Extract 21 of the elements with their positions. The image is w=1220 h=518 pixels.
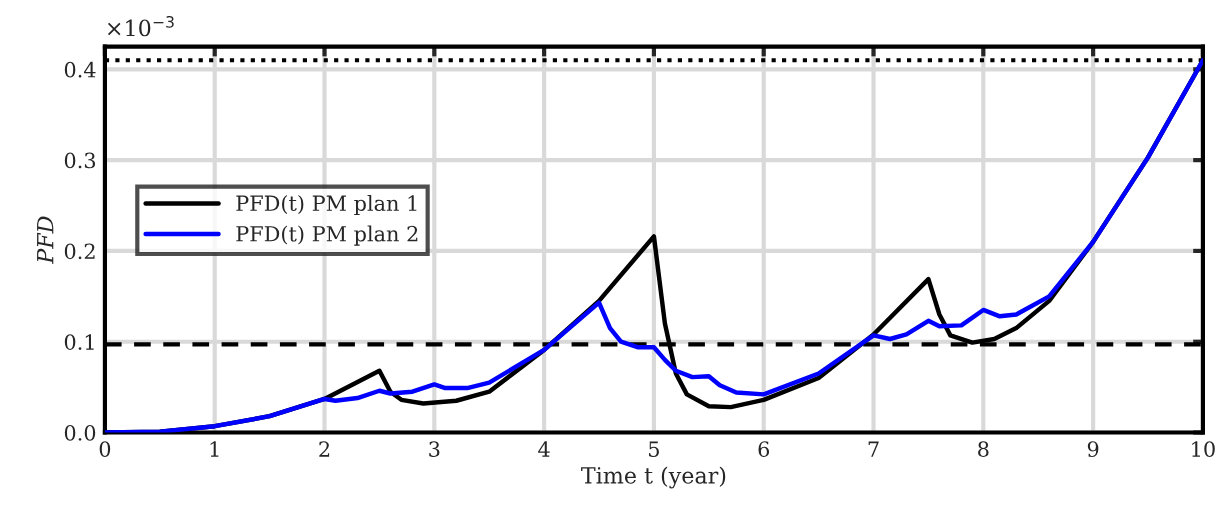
x-tick-label: 9 (1087, 441, 1099, 457)
y-tick-label: 0.3 (64, 152, 96, 169)
y-tick-label: 0.1 (64, 334, 94, 350)
y-tick-label: 0.2 (64, 243, 95, 260)
x-tick-label: 7 (868, 441, 879, 457)
legend-label: PFD(t) PM plan 2 (236, 225, 418, 246)
legend-label: PFD(t) PM plan 1 (236, 194, 417, 216)
y-tick-label: 0.4 (64, 61, 96, 78)
x-tick-label: 5 (649, 441, 659, 457)
x-tick-label: 1 (210, 441, 219, 457)
text: ×10$^{−3}$ (107, 15, 174, 37)
x-tick-label: 4 (538, 441, 550, 457)
x-tick-label: 2 (319, 441, 330, 457)
y-axis-title: PFD (37, 216, 54, 265)
x-tick-label: 10 (1192, 441, 1215, 457)
x-tick-label: 8 (978, 441, 989, 457)
y-tick-label: 0.0 (64, 424, 96, 441)
x-tick-label: 6 (758, 441, 770, 457)
x-tick-label: 0 (99, 441, 111, 457)
x-axis-title: Time t (year) (581, 466, 726, 489)
x-tick-label: 3 (429, 441, 440, 457)
